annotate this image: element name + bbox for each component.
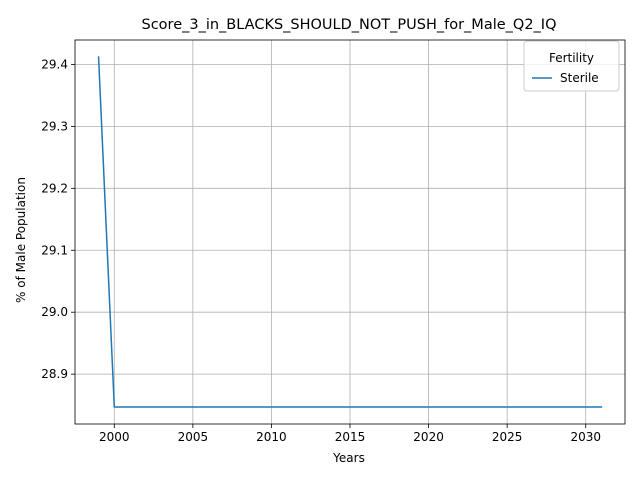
y-tick-label: 29.1 bbox=[41, 243, 68, 257]
x-tick-label: 2025 bbox=[492, 430, 523, 444]
x-tick-label: 2000 bbox=[99, 430, 130, 444]
x-tick-label: 2020 bbox=[413, 430, 444, 444]
x-tick-label: 2015 bbox=[335, 430, 366, 444]
legend-title: Fertility bbox=[549, 51, 594, 65]
y-axis-label: % of Male Population bbox=[14, 177, 28, 303]
x-tick-label: 2005 bbox=[178, 430, 209, 444]
x-axis-label: Years bbox=[332, 451, 365, 465]
y-tick-label: 28.9 bbox=[41, 367, 68, 381]
series-line-sterile bbox=[97, 56, 603, 408]
y-tick-label: 29.2 bbox=[41, 181, 68, 195]
chart-title: Score_3_in_BLACKS_SHOULD_NOT_PUSH_for_Ma… bbox=[142, 17, 557, 33]
y-tick-label: 29.3 bbox=[41, 119, 68, 133]
legend: Fertility Sterile bbox=[523, 40, 620, 92]
x-tick-label: 2010 bbox=[256, 430, 287, 444]
x-tick-label: 2030 bbox=[570, 430, 601, 444]
y-tick-label: 29.4 bbox=[41, 57, 68, 71]
legend-label-sterile: Sterile bbox=[560, 71, 599, 85]
y-tick-label: 29.0 bbox=[41, 305, 68, 319]
